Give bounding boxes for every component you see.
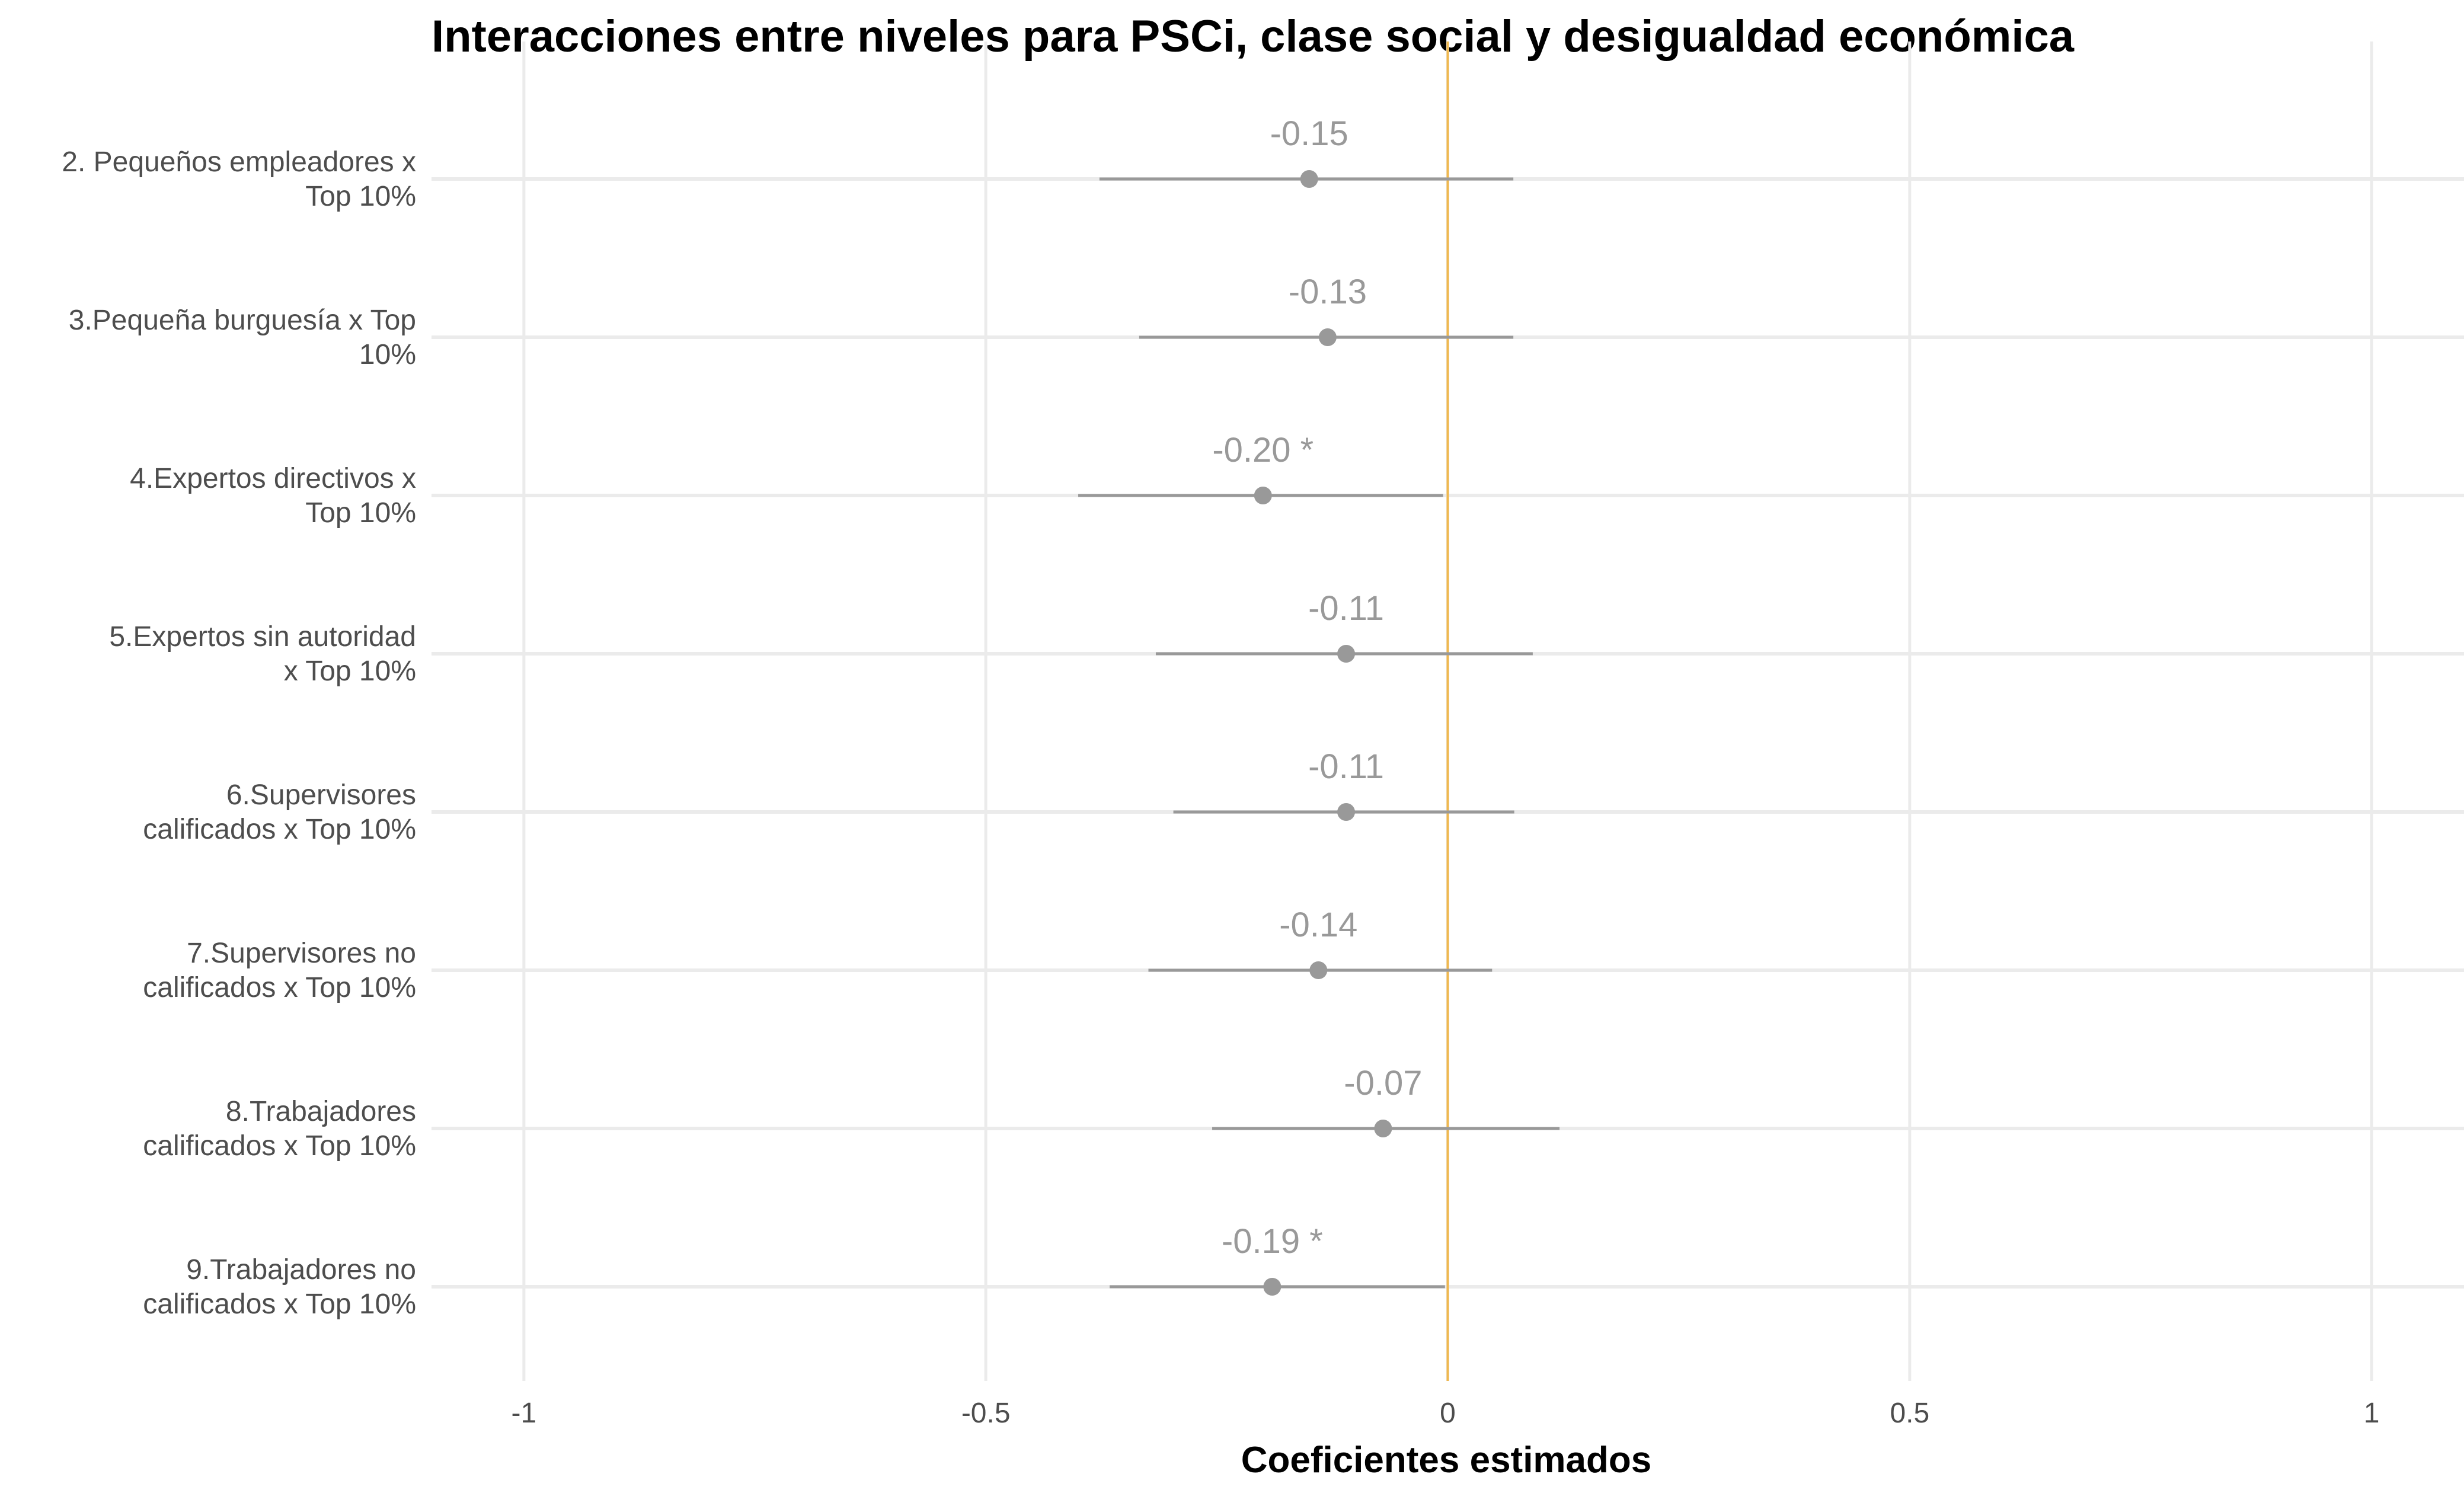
y-axis-label: 7.Supervisores no calificados x Top 10%: [143, 938, 416, 1003]
estimate-point: [1337, 645, 1356, 663]
y-axis-label-line: calificados x Top 10%: [143, 1130, 416, 1162]
y-axis-label: 2. Pequeños empleadores x Top 10%: [62, 146, 416, 212]
estimate-point: [1309, 961, 1328, 979]
estimate-label: -0.19 *: [1222, 1222, 1323, 1261]
y-axis-label: 3.Pequeña burguesía x Top 10%: [69, 305, 416, 370]
y-axis-label: 6.Supervisores calificados x Top 10%: [143, 779, 416, 845]
y-axis-label-line: calificados x Top 10%: [143, 814, 416, 845]
estimate-label: -0.20 *: [1212, 431, 1314, 469]
estimate-point: [1337, 803, 1356, 821]
y-axis-label-line: Top 10%: [305, 181, 416, 212]
x-tick-label: -0.5: [961, 1398, 1011, 1429]
y-axis-label-line: 10%: [359, 339, 416, 370]
y-axis-label-line: 9.Trabajadores no: [186, 1254, 416, 1286]
confidence-intervals: [1078, 177, 1560, 1289]
y-axis-label-line: 6.Supervisores: [226, 779, 416, 811]
estimate-point: [1318, 328, 1337, 346]
estimate-points: [1254, 170, 1392, 1296]
y-axis-label-line: Top 10%: [305, 497, 416, 529]
y-axis-label: 4.Expertos directivos x Top 10%: [130, 463, 416, 529]
estimate-label: -0.11: [1308, 747, 1384, 786]
estimate-label: -0.14: [1279, 906, 1357, 944]
estimate-point: [1254, 487, 1272, 504]
x-tick-label: -1: [512, 1398, 537, 1429]
x-axis-title: Coeficientes estimados: [1241, 1440, 1652, 1481]
chart-title: Interacciones entre niveles para PSCi, c…: [432, 11, 2074, 62]
x-axis-tick-labels: -1 -0.5 0 0.5 1: [512, 1398, 2380, 1429]
y-axis-label-line: 2. Pequeños empleadores x: [62, 146, 416, 178]
estimate-labels: -0.15 -0.13 -0.20 * -0.11 -0.11 -0.14 -0.07 -0.…: [1212, 114, 1422, 1261]
y-axis-label-line: 3.Pequeña burguesía x Top: [69, 305, 416, 336]
x-tick-label: 1: [2364, 1398, 2380, 1429]
y-axis-label-line: 7.Supervisores no: [187, 938, 416, 969]
y-axis-label-line: 4.Expertos directivos x: [130, 463, 416, 494]
y-axis-label-line: 8.Trabajadores: [226, 1096, 416, 1127]
estimate-label: -0.13: [1289, 273, 1367, 311]
estimate-point: [1300, 170, 1318, 188]
estimate-label: -0.07: [1344, 1064, 1422, 1102]
y-axis-label-line: calificados x Top 10%: [143, 1289, 416, 1320]
x-tick-label: 0.5: [1890, 1398, 1929, 1429]
y-axis-label-line: 5.Expertos sin autoridad: [109, 621, 416, 653]
y-axis-labels: 2. Pequeños empleadores x Top 10%3.Pequeñ…: [62, 146, 416, 1320]
y-axis-label-line: x Top 10%: [284, 656, 416, 687]
estimate-point: [1263, 1278, 1281, 1296]
y-axis-label: 9.Trabajadores no calificados x Top 10%: [143, 1254, 416, 1320]
y-axis-label: 8.Trabajadores calificados x Top 10%: [143, 1096, 416, 1162]
estimate-point: [1374, 1120, 1392, 1137]
estimate-label: -0.15: [1270, 114, 1348, 153]
estimate-label: -0.11: [1308, 589, 1384, 628]
x-tick-label: 0: [1440, 1398, 1456, 1429]
y-axis-label-line: calificados x Top 10%: [143, 972, 416, 1003]
y-axis-label: 5.Expertos sin autoridad x Top 10%: [109, 621, 416, 687]
